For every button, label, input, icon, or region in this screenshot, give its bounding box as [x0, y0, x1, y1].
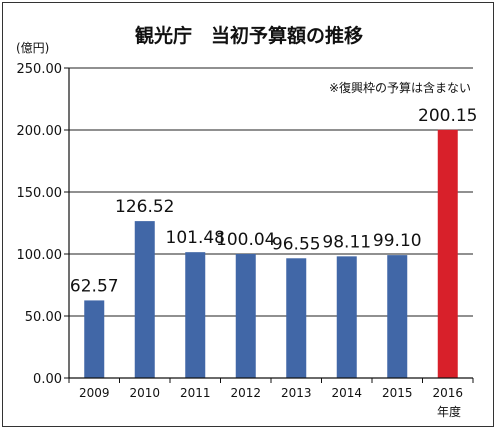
value-label: 98.11 — [322, 232, 371, 252]
value-label: 100.04 — [216, 230, 275, 250]
y-tick-label: 50.00 — [25, 310, 62, 325]
x-tick-label: 2014 — [331, 386, 362, 400]
bar — [336, 256, 357, 378]
x-tick-label: 2015 — [382, 386, 413, 400]
value-label: 101.48 — [166, 228, 225, 248]
chart-frame: 観光庁 当初予算額の推移 (億円) ※復興枠の予算は含まない 0.00 50.00… — [2, 2, 494, 427]
chart-note: ※復興枠の予算は含まない — [329, 80, 471, 95]
bar — [84, 300, 105, 378]
bars — [84, 129, 458, 378]
y-tick-label: 150.00 — [17, 186, 63, 201]
x-axis-ticks: 2009 2010 2011 2012 2013 2014 2015 2016 — [68, 378, 474, 400]
x-tick-label: 2009 — [79, 386, 110, 400]
bar — [286, 258, 307, 378]
bar — [437, 129, 458, 378]
bar — [235, 253, 256, 378]
value-label: 62.57 — [70, 276, 119, 296]
y-axis-ticks: 0.00 50.00 100.00 150.00 200.00 250.00 — [17, 62, 69, 387]
y-axis-unit-label: (億円) — [16, 41, 49, 55]
bar-chart: 観光庁 当初予算額の推移 (億円) ※復興枠の予算は含まない 0.00 50.00… — [16, 24, 478, 419]
value-label: 99.10 — [373, 231, 422, 251]
x-tick-label: 2012 — [230, 386, 261, 400]
gridlines — [69, 67, 473, 317]
value-label: 200.15 — [418, 106, 477, 126]
y-tick-label: 100.00 — [17, 248, 63, 263]
value-label: 126.52 — [115, 197, 174, 217]
x-tick-label: 2013 — [281, 386, 312, 400]
bar — [185, 252, 206, 378]
value-label: 96.55 — [272, 234, 321, 254]
y-tick-label: 200.00 — [17, 124, 63, 139]
x-tick-label: 2010 — [129, 386, 160, 400]
y-tick-label: 0.00 — [33, 372, 62, 387]
y-tick-label: 250.00 — [17, 62, 63, 77]
bar — [387, 255, 408, 378]
chart-title: 観光庁 当初予算額の推移 — [135, 24, 363, 47]
bar — [134, 221, 155, 378]
x-axis-label: 年度 — [437, 404, 461, 419]
x-tick-label: 2011 — [180, 386, 211, 400]
x-tick-label: 2016 — [432, 386, 463, 400]
